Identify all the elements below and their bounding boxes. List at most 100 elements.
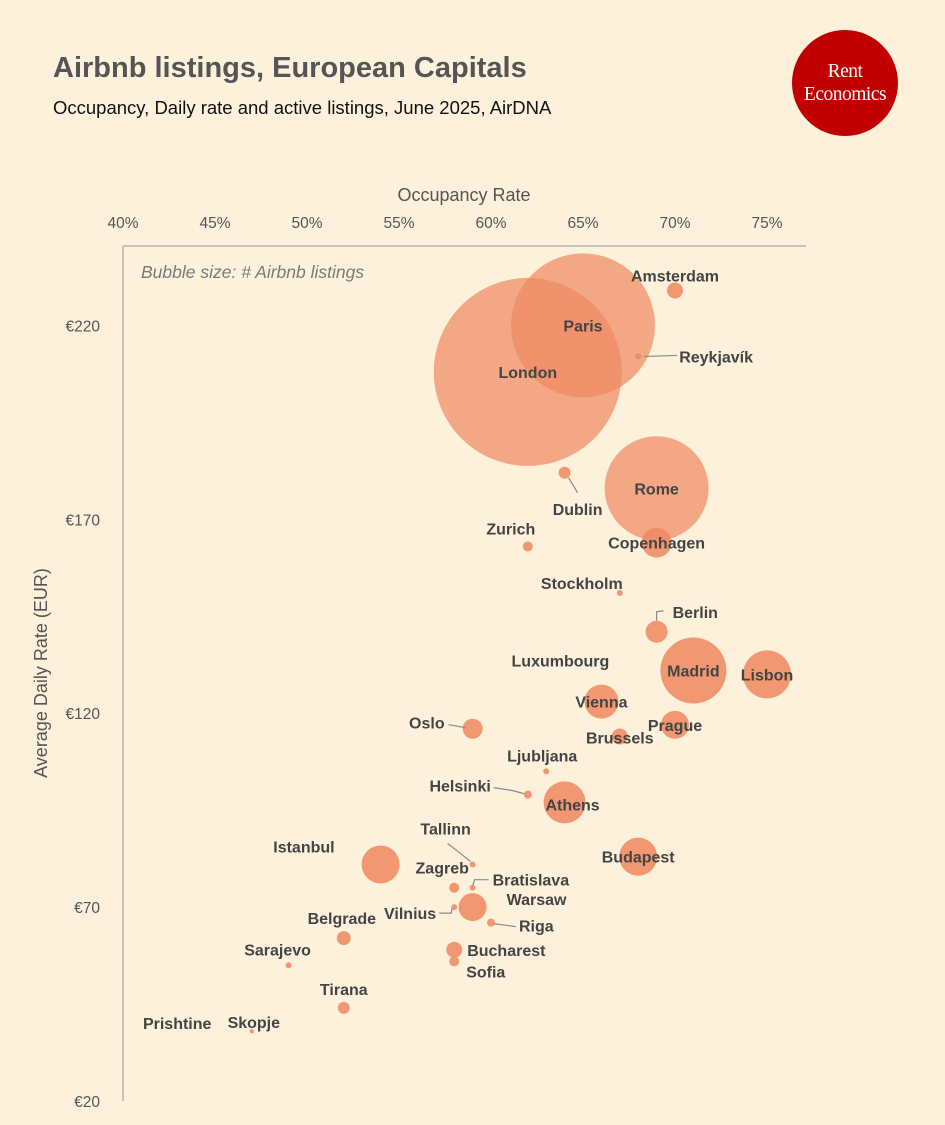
bubble-helsinki <box>523 790 532 799</box>
x-tick-label: 70% <box>659 215 690 232</box>
label-athens: Athens <box>545 797 599 814</box>
label-berlin: Berlin <box>673 605 718 622</box>
leader-vilnius <box>439 907 453 914</box>
label-dublin: Dublin <box>553 502 603 519</box>
leader-lines <box>439 354 678 928</box>
label-brussels: Brussels <box>586 730 654 747</box>
label-prishtine: Prishtine <box>143 1016 212 1033</box>
leader-helsinki <box>493 787 524 795</box>
label-lisbon: Lisbon <box>741 667 793 684</box>
leader-berlin <box>656 610 664 621</box>
bubble-skopje <box>249 1029 254 1034</box>
bubble-paris <box>511 253 655 398</box>
bubble-sarajevo <box>285 962 292 969</box>
x-tick-label: 55% <box>383 215 414 232</box>
label-riga: Riga <box>519 919 554 936</box>
chart-axes <box>122 245 806 1101</box>
label-vienna: Vienna <box>575 695 627 712</box>
label-luxumbourg: Luxumbourg <box>512 654 610 671</box>
x-tick-label: 75% <box>751 215 782 232</box>
bubble-labels: London Paris Rome Madrid Lisbon Istanbul Athen… <box>143 268 793 1033</box>
logo-line-1: Rent <box>827 61 863 82</box>
label-london: London <box>498 365 557 382</box>
label-amsterdam: Amsterdam <box>631 268 719 285</box>
y-axis-title: Average Daily Rate (EUR) <box>31 568 51 778</box>
chart-title: Airbnb listings, European Capitals <box>53 52 527 84</box>
bubble-lisbon <box>743 650 791 699</box>
x-tick-label: 40% <box>107 215 138 232</box>
bubble-stockholm <box>616 589 623 596</box>
label-stockholm: Stockholm <box>541 576 623 593</box>
bubble-madrid <box>660 637 727 704</box>
logo-line-2: Economics <box>803 84 887 105</box>
bubble-vienna <box>584 684 619 719</box>
label-belgrade: Belgrade <box>308 911 377 928</box>
label-tirana: Tirana <box>320 982 368 999</box>
x-tick-label: 60% <box>475 215 506 232</box>
y-tick-label: €20 <box>74 1094 100 1111</box>
bubble-copenhagen <box>641 527 672 558</box>
bubble-zagreb <box>449 882 460 893</box>
bubble-tallinn <box>469 861 476 868</box>
label-oslo: Oslo <box>409 716 445 733</box>
x-tick-label: 50% <box>291 215 322 232</box>
bubble-bucharest <box>446 941 463 958</box>
leader-reykjavík <box>644 354 678 358</box>
bubble-belgrade <box>336 931 351 946</box>
leader-dublin <box>568 477 579 494</box>
label-warsaw: Warsaw <box>507 892 567 909</box>
label-copenhagen: Copenhagen <box>608 536 705 553</box>
label-reykjavík: Reykjavík <box>679 349 753 366</box>
leader-tallinn <box>447 842 471 862</box>
bubble-warsaw <box>458 893 487 922</box>
label-prague: Prague <box>648 718 702 735</box>
bubble-berlin <box>645 620 668 643</box>
x-tick-label: 65% <box>567 215 598 232</box>
leader-oslo <box>448 724 466 729</box>
bubble-tirana <box>337 1001 350 1014</box>
label-tallinn: Tallinn <box>420 821 470 838</box>
y-tick-label: €120 <box>66 706 101 723</box>
bubble-budapest <box>619 837 658 876</box>
label-zagreb: Zagreb <box>416 861 470 878</box>
bubble-bratislava <box>469 884 476 891</box>
bubble-sofia <box>449 956 460 967</box>
label-helsinki: Helsinki <box>429 779 490 796</box>
bubble-athens <box>543 781 586 824</box>
x-axis-title: Occupancy Rate <box>397 185 530 205</box>
label-sofia: Sofia <box>466 964 505 981</box>
bubble-ljubljana <box>543 768 550 775</box>
label-bratislava: Bratislava <box>493 873 570 890</box>
bubble-dublin <box>558 466 571 479</box>
label-skopje: Skopje <box>228 1015 281 1032</box>
label-rome: Rome <box>634 481 679 498</box>
bubble-amsterdam <box>667 282 683 299</box>
label-madrid: Madrid <box>667 664 719 681</box>
y-ticks: €20 €70 €120 €170 €220 <box>66 318 101 1111</box>
bubble-oslo <box>462 718 483 739</box>
bubbles <box>249 253 791 1034</box>
bubble-prague <box>661 710 689 739</box>
bubble-rome <box>604 436 709 541</box>
leader-riga <box>492 923 517 928</box>
bubble-brussels <box>611 728 628 745</box>
bubble-zurich <box>522 541 533 552</box>
bubble-size-note: Bubble size: # Airbnb listings <box>141 262 364 282</box>
y-tick-label: €170 <box>66 512 101 529</box>
bubble-reykjavík <box>635 353 642 360</box>
bubble-riga <box>487 918 495 927</box>
label-budapest: Budapest <box>602 850 676 867</box>
label-ljubljana: Ljubljana <box>507 748 577 765</box>
rent-economics-logo: Rent Economics <box>792 30 898 136</box>
y-tick-label: €70 <box>74 900 100 917</box>
label-bucharest: Bucharest <box>467 943 546 960</box>
label-istanbul: Istanbul <box>273 839 334 856</box>
bubble-istanbul <box>361 845 400 884</box>
label-paris: Paris <box>563 318 602 335</box>
y-tick-label: €220 <box>66 318 101 335</box>
chart-subtitle: Occupancy, Daily rate and active listing… <box>53 97 552 118</box>
label-zurich: Zurich <box>486 521 535 538</box>
x-ticks: 40% 45% 50% 55% 60% 65% 70% 75% <box>107 215 782 232</box>
label-sarajevo: Sarajevo <box>244 942 311 959</box>
